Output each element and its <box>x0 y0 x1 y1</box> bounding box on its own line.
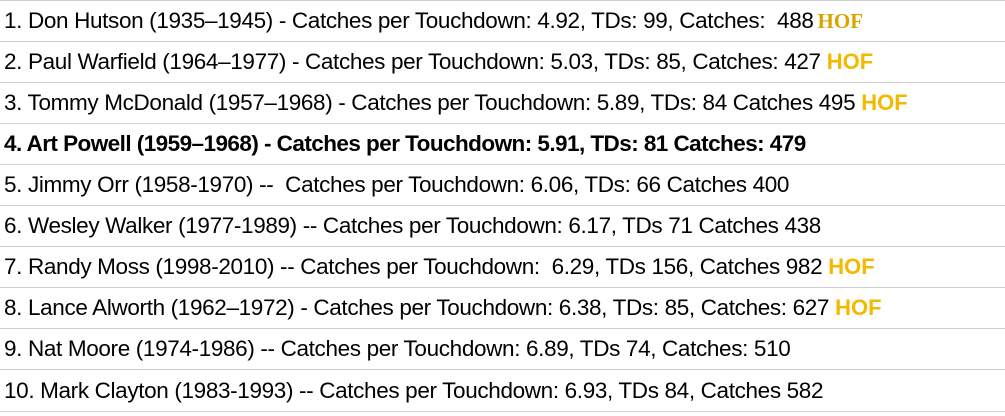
row-text: 7. Randy Moss (1998-2010) -- Catches per… <box>4 254 823 279</box>
row-text: 4. Art Powell (1959–1968) - Catches per … <box>4 131 806 156</box>
hof-badge: HOF <box>826 49 874 74</box>
row-text: 10. Mark Clayton (1983-1993) -- Catches … <box>4 377 824 403</box>
row-text: 3. Tommy McDonald (1957–1968) - Catches … <box>4 90 856 115</box>
table-row-10: 10. Mark Clayton (1983-1993) -- Catches … <box>0 370 1005 412</box>
hof-badge: HOF <box>835 295 882 320</box>
row-text: 1. Don Hutson (1935–1945) - Catches per … <box>4 8 814 33</box>
row-text: 9. Nat Moore (1974-1986) -- Catches per … <box>4 336 791 361</box>
row-text: 5. Jimmy Orr (1958-1970) -- Catches per … <box>4 172 790 197</box>
hof-badge: HOF <box>828 254 875 279</box>
hof-badge: HOF <box>817 8 864 33</box>
table-row-2: 2. Paul Warfield (1964–1977) - Catches p… <box>0 42 1005 83</box>
table-row-3: 3. Tommy McDonald (1957–1968) - Catches … <box>0 83 1005 124</box>
table-row-6: 6. Wesley Walker (1977-1989) -- Catches … <box>0 206 1005 247</box>
table-row-4: 4. Art Powell (1959–1968) - Catches per … <box>0 124 1005 165</box>
table-row-5: 5. Jimmy Orr (1958-1970) -- Catches per … <box>0 165 1005 206</box>
table-row-9: 9. Nat Moore (1974-1986) -- Catches per … <box>0 329 1005 370</box>
row-text: 8. Lance Alworth (1962–1972) - Catches p… <box>4 295 830 320</box>
table-row-7: 7. Randy Moss (1998-2010) -- Catches per… <box>0 247 1005 288</box>
table-row-1: 1. Don Hutson (1935–1945) - Catches per … <box>0 1 1005 42</box>
hof-badge: HOF <box>861 90 908 115</box>
row-text: 6. Wesley Walker (1977-1989) -- Catches … <box>4 213 821 238</box>
table-row-8: 8. Lance Alworth (1962–1972) - Catches p… <box>0 288 1005 329</box>
row-text: 2. Paul Warfield (1964–1977) - Catches p… <box>4 49 821 74</box>
